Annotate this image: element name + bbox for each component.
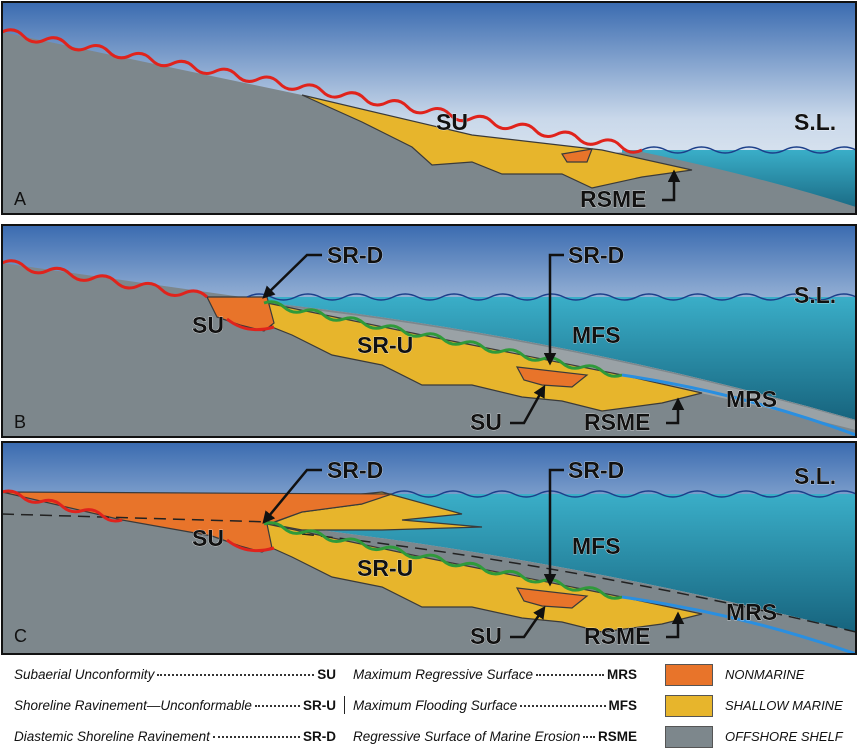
- label: SR-D: [327, 457, 383, 483]
- surface-name: Regressive Surface of Marine Erosion: [353, 729, 581, 744]
- panel-a: SU S.L. RSME A: [1, 1, 857, 215]
- legend-row: Diastemic Shoreline Ravinement SR-D: [14, 729, 336, 744]
- surface-line: [2, 259, 209, 299]
- panel-c: SR-D SR-D S.L. SU SR-U MFS MRS SU RSME C: [1, 441, 857, 655]
- leader-dots: [254, 705, 300, 707]
- label: SU: [470, 409, 502, 435]
- legend: Subaerial Unconformity SU Shoreline Ravine…: [0, 655, 858, 756]
- facies-name: OFFSHORE SHELF: [725, 729, 843, 744]
- label: RSME: [584, 623, 650, 649]
- surface-name: Shoreline Ravinement—Unconformable: [14, 698, 252, 713]
- label: SR-D: [327, 242, 383, 268]
- label: SU: [436, 109, 468, 135]
- facies-swatch: [665, 694, 713, 717]
- panel-b: SR-D SR-D S.L. SU SR-U MFS MRS SU RSME B: [1, 224, 857, 438]
- surface-line: [246, 293, 856, 301]
- label: MRS: [726, 599, 777, 625]
- legend-row: Shoreline Ravinement—Unconformable SR-U: [14, 698, 336, 713]
- label: SU: [470, 623, 502, 649]
- label: SR-U: [357, 332, 413, 358]
- surface-line: [641, 146, 856, 154]
- panel-letter: B: [14, 412, 26, 432]
- surface-name: Subaerial Unconformity: [14, 667, 155, 682]
- label: S.L.: [794, 109, 836, 135]
- legend-row: SHALLOW MARINE: [665, 694, 845, 717]
- legend-surfaces: Maximum Regressive Surface MRS Maximum Flo…: [345, 655, 665, 756]
- legend-surfaces: Subaerial Unconformity SU Shoreline Ravine…: [0, 655, 344, 756]
- surface-line: [391, 490, 856, 498]
- label: S.L.: [794, 282, 836, 308]
- legend-row: Regressive Surface of Marine Erosion RSME: [353, 729, 637, 744]
- legend-row: Maximum Regressive Surface MRS: [353, 667, 637, 682]
- facies-swatch: [665, 725, 713, 748]
- legend-row: NONMARINE: [665, 663, 845, 686]
- legend-row: OFFSHORE SHELF: [665, 725, 845, 748]
- surface-abbr: SU: [317, 667, 336, 682]
- label: SU: [192, 312, 224, 338]
- surface-name: Diastemic Shoreline Ravinement: [14, 729, 210, 744]
- label: S.L.: [794, 463, 836, 489]
- surface-line: [2, 489, 123, 523]
- label: RSME: [584, 409, 650, 435]
- surface-abbr: RSME: [597, 729, 637, 744]
- label: MRS: [726, 386, 777, 412]
- surface-abbr: SR-D: [303, 729, 336, 744]
- leader-dots: [583, 736, 595, 738]
- leader-dots: [520, 705, 606, 707]
- facies-swatch: [665, 663, 713, 686]
- legend-row: Maximum Flooding Surface MFS: [353, 698, 637, 713]
- surface-line: [263, 300, 623, 378]
- diagram: SU S.L. RSME A SR-D SR-D S.L. SU SR-U MF…: [1, 1, 857, 655]
- label: MFS: [572, 322, 621, 348]
- leader-dots: [212, 736, 300, 738]
- surface-abbr: MFS: [608, 698, 638, 713]
- panel-letter: C: [14, 626, 27, 646]
- facies-name: NONMARINE: [725, 667, 805, 682]
- surface-name: Maximum Regressive Surface: [353, 667, 534, 682]
- label: SU: [192, 525, 224, 551]
- leader-dots: [157, 674, 315, 676]
- surface-abbr: SR-U: [303, 698, 336, 713]
- legend-row: Subaerial Unconformity SU: [14, 667, 336, 682]
- surface-line: [2, 28, 643, 154]
- facies-name: SHALLOW MARINE: [725, 698, 843, 713]
- leader-dots: [536, 674, 604, 676]
- surface-line: [263, 521, 623, 600]
- surface-abbr: MRS: [607, 667, 637, 682]
- label: RSME: [580, 186, 646, 212]
- panel-letter: A: [14, 189, 26, 209]
- label: MFS: [572, 533, 621, 559]
- legend-facies: NONMARINE SHALLOW MARINE OFFSHORE SHELF: [665, 655, 845, 756]
- label: SR-D: [568, 457, 624, 483]
- label: SR-U: [357, 555, 413, 581]
- surface-name: Maximum Flooding Surface: [353, 698, 518, 713]
- label: SR-D: [568, 242, 624, 268]
- separator: [344, 696, 345, 714]
